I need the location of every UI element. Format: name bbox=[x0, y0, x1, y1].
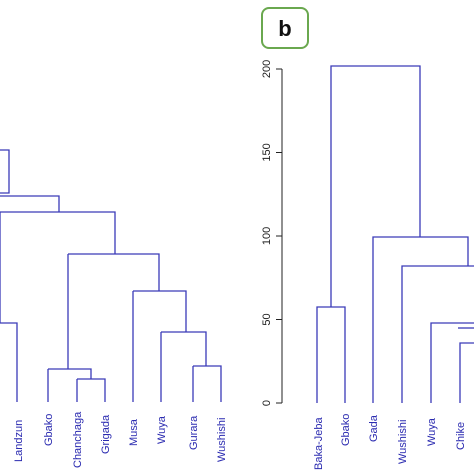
right-leaf-labels: Baka-Jeba Gbako Gada Wushishi Wuya Chike bbox=[313, 414, 467, 470]
branch-root bbox=[330, 65, 421, 307]
leaf-label: Baka-Jeba bbox=[313, 417, 325, 470]
leaf-label: Grigada bbox=[100, 414, 112, 454]
y-tick-label: 150 bbox=[261, 143, 273, 161]
leaf-label: Gbako bbox=[340, 414, 352, 446]
left-leaf-labels: Landzun Gbako Chanchaga Grigada Musa Wuy… bbox=[13, 411, 228, 468]
y-tick-label: 100 bbox=[261, 227, 273, 245]
leaf-label: Gurara bbox=[188, 415, 200, 450]
branch-upper bbox=[0, 195, 60, 212]
branch-top bbox=[0, 149, 10, 194]
branch-baka-gbako bbox=[316, 306, 346, 403]
branch-chike-leaf bbox=[459, 342, 474, 403]
leaf-label: Wuya bbox=[156, 415, 168, 444]
leaf-label: Chanchaga bbox=[72, 411, 84, 468]
leaf-label: Chike bbox=[455, 422, 467, 450]
branch-mid bbox=[68, 253, 160, 291]
branch-gada-group bbox=[372, 236, 469, 403]
branch-musa-group bbox=[133, 290, 187, 332]
branch-wushishi-group bbox=[401, 265, 474, 403]
branch-wuya-group bbox=[161, 331, 207, 366]
y-tick-label: 200 bbox=[261, 60, 273, 78]
branch-main bbox=[0, 211, 116, 254]
panel-badge: b bbox=[261, 7, 309, 49]
leaf-label: Gbako bbox=[43, 414, 55, 446]
y-axis: 0 50 100 150 200 bbox=[261, 60, 283, 406]
branch-gurara-wushishi bbox=[193, 365, 222, 402]
leaf-label: Landzun bbox=[13, 420, 25, 462]
branch-wuya-group bbox=[430, 322, 474, 403]
branch-gbako-group bbox=[48, 368, 92, 379]
y-tick-label: 50 bbox=[261, 313, 273, 325]
panel-letter: b bbox=[278, 16, 291, 41]
dendrogram-right-panel bbox=[316, 65, 474, 403]
leaf-label: Musa bbox=[128, 418, 140, 446]
leaf-label: Wushishi bbox=[216, 418, 228, 462]
leaf-label: Wuya bbox=[426, 417, 438, 446]
leaf-label: Wushishi bbox=[397, 420, 409, 464]
y-tick-label: 0 bbox=[261, 400, 273, 406]
leaf-label: Gada bbox=[368, 414, 380, 442]
branch-landzun bbox=[0, 322, 18, 402]
branch-chanchaga-grigada bbox=[77, 378, 106, 402]
dendrogram-left-panel bbox=[0, 149, 222, 402]
